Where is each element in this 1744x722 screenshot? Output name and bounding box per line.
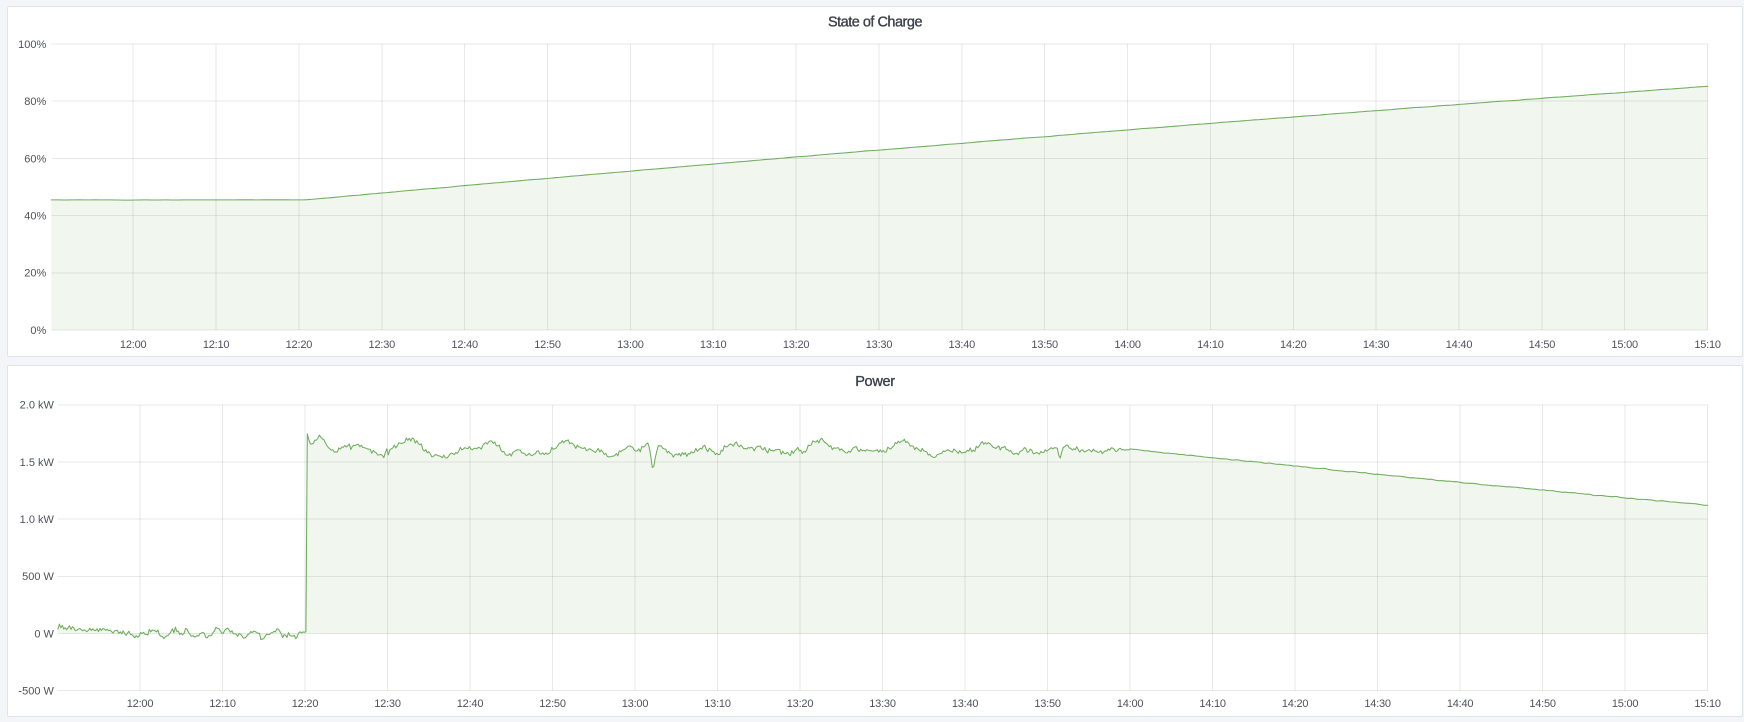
svg-text:14:40: 14:40 bbox=[1447, 698, 1474, 710]
svg-text:12:40: 12:40 bbox=[451, 339, 478, 351]
svg-text:12:50: 12:50 bbox=[534, 339, 561, 351]
svg-text:12:00: 12:00 bbox=[120, 339, 147, 351]
svg-text:80%: 80% bbox=[24, 96, 46, 108]
svg-text:100%: 100% bbox=[18, 39, 46, 51]
svg-text:12:40: 12:40 bbox=[457, 698, 484, 710]
svg-text:Power: Power bbox=[855, 374, 895, 390]
svg-text:12:30: 12:30 bbox=[369, 339, 396, 351]
svg-text:14:20: 14:20 bbox=[1282, 698, 1309, 710]
svg-text:15:00: 15:00 bbox=[1611, 339, 1638, 351]
svg-text:13:50: 13:50 bbox=[1034, 698, 1061, 710]
svg-text:500 W: 500 W bbox=[22, 571, 54, 583]
svg-text:13:30: 13:30 bbox=[869, 698, 896, 710]
svg-text:12:10: 12:10 bbox=[209, 698, 236, 710]
svg-text:-500 W: -500 W bbox=[18, 685, 54, 697]
svg-text:15:10: 15:10 bbox=[1694, 698, 1721, 710]
svg-text:40%: 40% bbox=[24, 211, 46, 223]
svg-text:14:00: 14:00 bbox=[1114, 339, 1141, 351]
svg-text:15:00: 15:00 bbox=[1612, 698, 1639, 710]
svg-text:14:30: 14:30 bbox=[1363, 339, 1390, 351]
svg-text:12:10: 12:10 bbox=[203, 339, 230, 351]
svg-text:1.5 kW: 1.5 kW bbox=[20, 457, 55, 469]
svg-text:14:50: 14:50 bbox=[1529, 339, 1556, 351]
svg-text:State of Charge: State of Charge bbox=[828, 15, 922, 31]
svg-text:14:10: 14:10 bbox=[1199, 698, 1226, 710]
svg-text:2.0 kW: 2.0 kW bbox=[20, 400, 55, 412]
svg-text:12:20: 12:20 bbox=[286, 339, 313, 351]
svg-text:14:20: 14:20 bbox=[1280, 339, 1307, 351]
svg-text:14:50: 14:50 bbox=[1529, 698, 1556, 710]
svg-text:15:10: 15:10 bbox=[1694, 339, 1721, 351]
svg-text:13:00: 13:00 bbox=[617, 339, 644, 351]
svg-text:13:40: 13:40 bbox=[949, 339, 976, 351]
svg-text:14:10: 14:10 bbox=[1197, 339, 1224, 351]
svg-text:14:40: 14:40 bbox=[1446, 339, 1473, 351]
svg-text:12:30: 12:30 bbox=[374, 698, 401, 710]
svg-text:13:40: 13:40 bbox=[952, 698, 979, 710]
svg-text:14:30: 14:30 bbox=[1364, 698, 1391, 710]
svg-text:12:20: 12:20 bbox=[292, 698, 319, 710]
svg-text:60%: 60% bbox=[24, 153, 46, 165]
svg-text:13:20: 13:20 bbox=[787, 698, 814, 710]
svg-text:20%: 20% bbox=[24, 268, 46, 280]
svg-text:13:20: 13:20 bbox=[783, 339, 810, 351]
svg-text:13:10: 13:10 bbox=[700, 339, 727, 351]
svg-text:13:10: 13:10 bbox=[704, 698, 731, 710]
svg-text:13:50: 13:50 bbox=[1031, 339, 1058, 351]
svg-text:1.0 kW: 1.0 kW bbox=[20, 514, 55, 526]
svg-text:13:30: 13:30 bbox=[866, 339, 893, 351]
svg-text:13:00: 13:00 bbox=[622, 698, 649, 710]
svg-text:14:00: 14:00 bbox=[1117, 698, 1144, 710]
svg-text:12:50: 12:50 bbox=[539, 698, 566, 710]
svg-text:12:00: 12:00 bbox=[127, 698, 154, 710]
svg-text:0%: 0% bbox=[30, 325, 46, 337]
svg-text:0 W: 0 W bbox=[34, 628, 54, 640]
